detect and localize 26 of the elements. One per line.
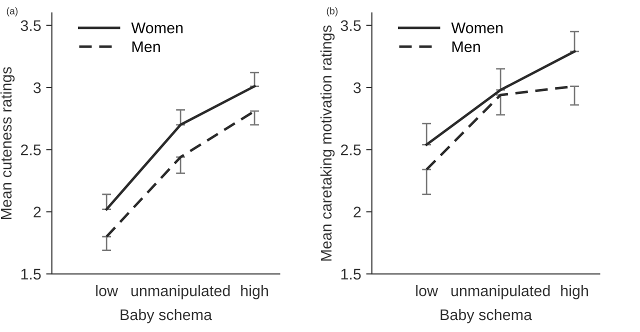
x-tick-label: low [96,285,118,296]
y-tick-label: 1.5 [21,268,41,280]
y-tick-label: 2 [354,206,361,218]
x-tick-label: unmanipulated [451,285,550,300]
y-tick-label: 3.5 [20,20,41,32]
y-tick-label: 3.5 [340,20,361,32]
y-tick-label: 3 [34,82,41,94]
y-axis-title: Mean caretaking motivation ratings [320,26,335,261]
chart-title: (a) [6,7,18,16]
x-axis-title: Baby schema [120,308,212,324]
y-tick-label: 2.5 [20,144,41,156]
x-tick-label: high [241,285,268,300]
y-tick-label: 3 [354,82,361,94]
x-tick-label: low [416,285,438,296]
y-tick-label: 1.5 [341,268,361,280]
x-tick-label: high [561,285,588,300]
x-tick-label: unmanipulated [131,285,230,300]
legend-label: Women [451,22,503,34]
chart-title: (b) [326,7,338,16]
legend-label: Men [452,42,480,52]
y-tick-label: 2 [34,206,41,218]
x-axis-title: Baby schema [440,308,532,324]
legend-label: Women [131,22,183,34]
y-tick-label: 2.5 [340,144,361,156]
legend-label: Men [132,42,160,52]
y-axis-title: Mean cuteness ratings [0,67,15,220]
